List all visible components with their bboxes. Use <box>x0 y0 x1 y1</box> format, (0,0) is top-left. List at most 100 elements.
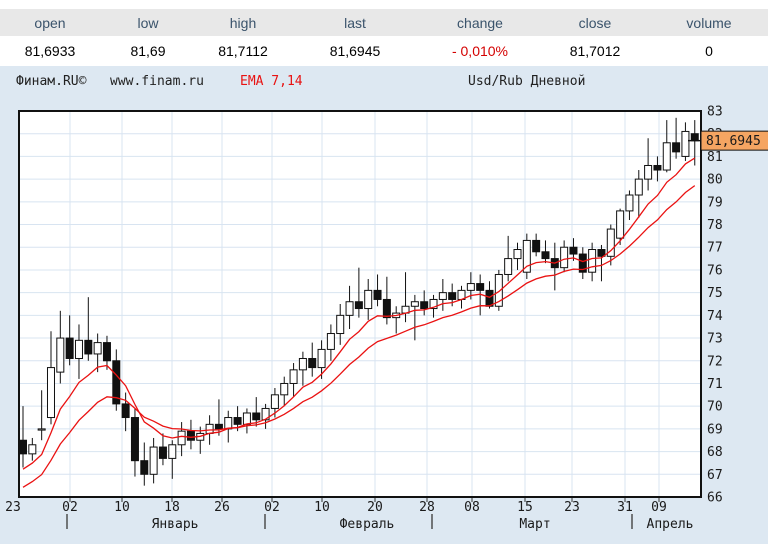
x-axis-month-label: Март <box>519 517 550 532</box>
x-axis-month-label: Январь <box>152 517 199 532</box>
quote-values-row: 81,6933 81,69 81,7112 81,6945 - 0,010% 8… <box>0 36 768 66</box>
candle-body <box>19 439 27 455</box>
candle-body <box>681 130 690 157</box>
candle-body <box>65 337 74 359</box>
candle-body <box>46 367 55 419</box>
col-header-change: change <box>457 14 503 31</box>
candle-body <box>634 178 643 196</box>
candle-body <box>466 283 475 291</box>
last-price-tag <box>700 130 768 151</box>
candle-body <box>214 423 223 430</box>
x-axis-date-label: 10 <box>314 500 330 515</box>
x-axis-date-label: 26 <box>214 500 230 515</box>
col-header-volume: volume <box>686 14 732 31</box>
candle-body <box>158 446 167 459</box>
quote-header-row: open low high last change close volume <box>0 9 768 36</box>
candle-body <box>410 301 419 307</box>
candle-body <box>541 251 550 260</box>
y-axis-label: 68 <box>707 445 723 460</box>
candle-body <box>224 417 233 430</box>
candle-body <box>532 239 541 253</box>
candle-body <box>448 292 457 300</box>
y-axis-label: 80 <box>707 173 723 188</box>
finam-url-link[interactable]: www.finam.ru <box>110 74 204 89</box>
candle-body <box>308 357 317 369</box>
candle-body <box>485 289 494 307</box>
y-axis-label: 81 <box>707 150 723 165</box>
candle-body <box>476 283 485 291</box>
candle-body <box>513 249 522 260</box>
candle-body <box>597 249 606 257</box>
col-header-last: last <box>344 14 366 31</box>
y-axis-label: 78 <box>707 218 723 233</box>
x-axis-date-label: 02 <box>62 500 78 515</box>
col-header-close: close <box>578 14 612 31</box>
candle-body <box>429 298 438 310</box>
col-header-high: high <box>229 14 257 31</box>
value-high: 81,7112 <box>218 43 268 59</box>
ema-indicator-label: EMA 7,14 <box>240 74 303 89</box>
candle-body <box>102 342 111 362</box>
value-open: 81,6933 <box>24 43 76 59</box>
x-axis-date-label: 23 <box>5 500 21 515</box>
x-axis-date-label: 31 <box>617 500 633 515</box>
x-axis-date-label: 18 <box>164 500 180 515</box>
candle-body <box>252 412 261 421</box>
candle-body <box>588 249 597 273</box>
ema-7-line <box>22 157 696 470</box>
instrument-title: Usd/Rub Дневной <box>468 74 586 89</box>
y-axis-label: 77 <box>707 241 723 256</box>
candle-body <box>130 417 139 462</box>
candle-body <box>28 444 37 455</box>
plot-border <box>18 110 702 498</box>
x-axis-date-label: 09 <box>651 500 667 515</box>
y-axis-label: 75 <box>707 286 723 301</box>
y-axis-label: 76 <box>707 263 723 278</box>
candle-body <box>270 394 279 409</box>
candle-body <box>653 164 662 171</box>
x-axis-month-label: Апрель <box>647 517 694 532</box>
y-axis-label: 70 <box>707 400 723 415</box>
candle-body <box>56 337 65 373</box>
candle-body <box>560 246 569 269</box>
y-axis-label: 66 <box>707 491 723 506</box>
candle-body <box>140 460 149 475</box>
y-axis-label: 83 <box>707 105 723 120</box>
value-last: 81,6945 <box>329 43 381 59</box>
y-axis-label: 74 <box>707 309 723 324</box>
y-axis-label: 72 <box>707 354 723 369</box>
candle-body <box>112 360 121 405</box>
finam-logo-text: Финам.RU© <box>16 74 87 89</box>
candle-body <box>522 239 531 273</box>
branding-bar: Финам.RU© www.finam.ru EMA 7,14 Usd/Rub … <box>0 67 768 97</box>
candle-body <box>672 142 681 153</box>
candle-body <box>93 342 102 355</box>
y-axis-label: 71 <box>707 377 723 392</box>
last-price-tag-text: 81,6945 <box>706 134 761 149</box>
candle-body <box>289 369 298 384</box>
value-low: 81,69 <box>130 43 166 59</box>
candle-body <box>569 246 578 255</box>
candle-body <box>420 301 429 310</box>
candle-body <box>336 314 345 335</box>
y-axis-label: 79 <box>707 195 723 210</box>
candle-body <box>168 444 177 459</box>
candle-body <box>690 133 699 142</box>
candle-body <box>504 258 513 275</box>
candle-body <box>177 430 186 446</box>
value-close: 81,7012 <box>569 43 621 59</box>
x-axis-date-label: 20 <box>367 500 383 515</box>
candle-body <box>382 298 391 319</box>
candle-body <box>625 194 634 212</box>
candle-body <box>438 292 447 300</box>
ema-14-line <box>22 185 696 488</box>
x-axis-month-label: Февраль <box>340 517 395 532</box>
x-axis-date-label: 23 <box>564 500 580 515</box>
candle-body <box>345 301 354 316</box>
col-header-open: open <box>34 14 66 31</box>
candle-body <box>662 142 671 171</box>
col-header-low: low <box>137 14 159 31</box>
x-axis-date-label: 08 <box>464 500 480 515</box>
candle-body <box>326 333 335 350</box>
